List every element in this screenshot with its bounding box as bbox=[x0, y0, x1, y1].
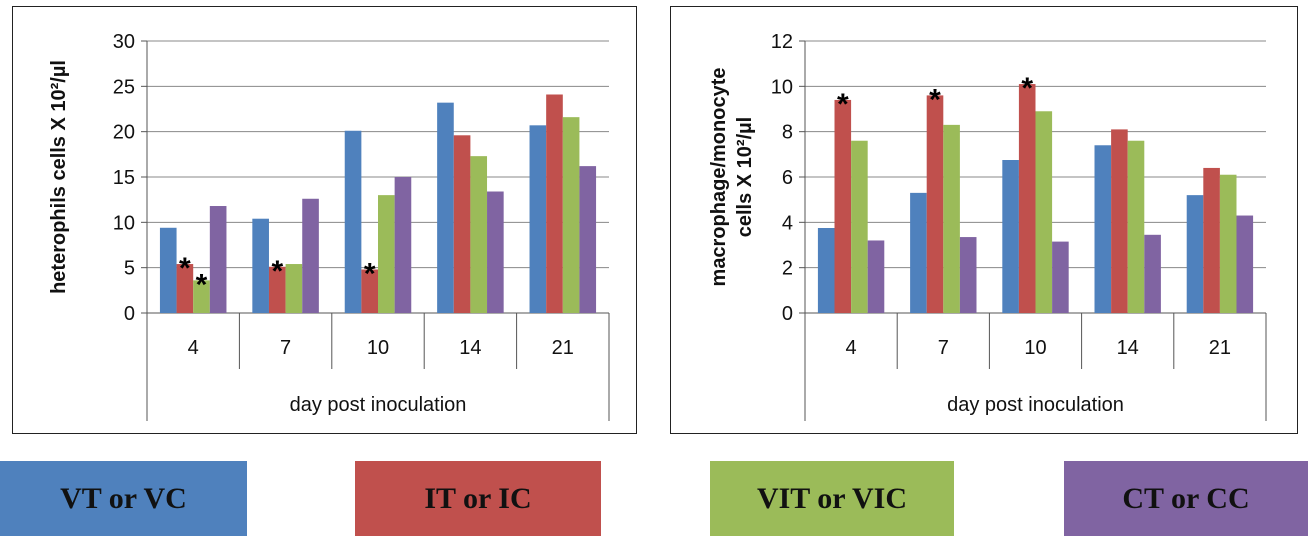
y-tick-label: 12 bbox=[771, 31, 793, 53]
bar bbox=[1144, 234, 1161, 313]
bar bbox=[1203, 167, 1220, 313]
x-tick-label: 10 bbox=[1024, 337, 1046, 359]
x-tick-label: 14 bbox=[459, 337, 481, 359]
y-axis-title: heterophils cells X 10²/µl bbox=[48, 60, 70, 294]
legend-label: VIT or VIC bbox=[756, 481, 908, 515]
x-tick-label: 14 bbox=[1117, 337, 1139, 359]
bar bbox=[285, 264, 303, 313]
bar bbox=[1186, 195, 1204, 313]
bar bbox=[470, 156, 488, 313]
bar bbox=[943, 124, 960, 313]
legend-label: IT or IC bbox=[424, 481, 532, 515]
significance-asterisk: * bbox=[196, 268, 208, 301]
significance-asterisk: * bbox=[179, 252, 191, 285]
bar bbox=[834, 99, 852, 313]
y-tick-label: 8 bbox=[782, 122, 793, 144]
bar bbox=[176, 264, 194, 313]
bar bbox=[344, 130, 362, 313]
y-tick-label: 30 bbox=[113, 31, 135, 53]
x-tick-label: 4 bbox=[188, 337, 199, 359]
x-tick-label: 4 bbox=[846, 337, 857, 359]
macrophage-chart: 0 2 4 6 8 10 12 4 7 10 14 21 day post inoculation mac… bbox=[670, 6, 1298, 434]
x-tick-label: 7 bbox=[280, 337, 291, 359]
y-tick-label: 10 bbox=[771, 76, 793, 98]
y-tick-label: 0 bbox=[782, 303, 793, 325]
bar bbox=[562, 117, 580, 313]
macrophage-chart-svg: 0 2 4 6 8 10 12 4 7 10 14 21 day post inoculation mac… bbox=[708, 31, 1267, 421]
significance-asterisk: * bbox=[271, 255, 283, 288]
bar bbox=[867, 240, 885, 313]
bar bbox=[453, 135, 471, 313]
bar bbox=[926, 95, 944, 314]
bar bbox=[1219, 174, 1237, 313]
bar bbox=[1127, 140, 1145, 313]
bar bbox=[1052, 241, 1069, 313]
bar bbox=[394, 177, 412, 313]
y-tick-label: 20 bbox=[113, 122, 135, 144]
legend-item-vit-or-vic: VIT or VIC bbox=[710, 461, 954, 536]
bar bbox=[437, 102, 454, 313]
legend-item-vt-or-vc: VT or VC bbox=[0, 461, 247, 536]
bar bbox=[1035, 111, 1053, 314]
legend-label: CT or CC bbox=[1122, 481, 1250, 515]
y-tick-label: 25 bbox=[113, 76, 135, 98]
bar bbox=[487, 191, 504, 313]
x-tick-label: 21 bbox=[552, 337, 574, 359]
y-axis-title: macrophage/monocyte bbox=[708, 68, 730, 287]
bar bbox=[529, 125, 547, 313]
heterophils-chart: 0 5 10 15 20 25 30 4 7 10 14 21 day post inoculation… bbox=[12, 6, 637, 434]
y-tick-label: 6 bbox=[782, 167, 793, 189]
y-tick-label: 4 bbox=[782, 212, 793, 234]
legend-label: VT or VC bbox=[60, 481, 187, 515]
bar bbox=[378, 195, 395, 313]
bar bbox=[193, 280, 210, 313]
significance-asterisk: * bbox=[929, 83, 941, 116]
legend-item-ct-or-cc: CT or CC bbox=[1064, 461, 1308, 536]
y-tick-label: 15 bbox=[113, 167, 135, 189]
bar bbox=[1111, 129, 1128, 313]
bar bbox=[851, 140, 868, 313]
bar bbox=[546, 94, 563, 313]
x-axis-title: day post inoculation bbox=[947, 394, 1124, 416]
bar bbox=[910, 192, 927, 313]
bar bbox=[959, 237, 977, 313]
bar bbox=[579, 166, 597, 313]
bar bbox=[817, 228, 835, 313]
y-tick-label: 2 bbox=[782, 258, 793, 280]
heterophils-chart-svg: 0 5 10 15 20 25 30 4 7 10 14 21 day post inoculation… bbox=[48, 31, 610, 421]
bar bbox=[1002, 160, 1019, 313]
significance-asterisk: * bbox=[1021, 72, 1033, 105]
bar bbox=[252, 218, 269, 313]
y-tick-label: 0 bbox=[124, 303, 135, 325]
x-tick-label: 7 bbox=[938, 337, 949, 359]
x-tick-label: 21 bbox=[1209, 337, 1231, 359]
bar bbox=[1236, 215, 1254, 313]
x-tick-label: 10 bbox=[367, 337, 389, 359]
bar bbox=[1018, 84, 1036, 313]
legend-item-it-or-ic: IT or IC bbox=[355, 461, 601, 536]
significance-asterisk: * bbox=[837, 88, 849, 121]
significance-asterisk: * bbox=[364, 257, 376, 290]
y-tick-label: 5 bbox=[124, 258, 135, 280]
y-axis-title: cells X 10²/µl bbox=[734, 117, 756, 237]
bar bbox=[302, 198, 319, 313]
y-tick-label: 10 bbox=[113, 212, 135, 234]
bar bbox=[159, 227, 177, 313]
bar bbox=[268, 266, 286, 313]
bar bbox=[209, 206, 227, 313]
bar bbox=[1094, 145, 1112, 313]
x-axis-title: day post inoculation bbox=[290, 394, 467, 416]
bar bbox=[361, 269, 378, 313]
